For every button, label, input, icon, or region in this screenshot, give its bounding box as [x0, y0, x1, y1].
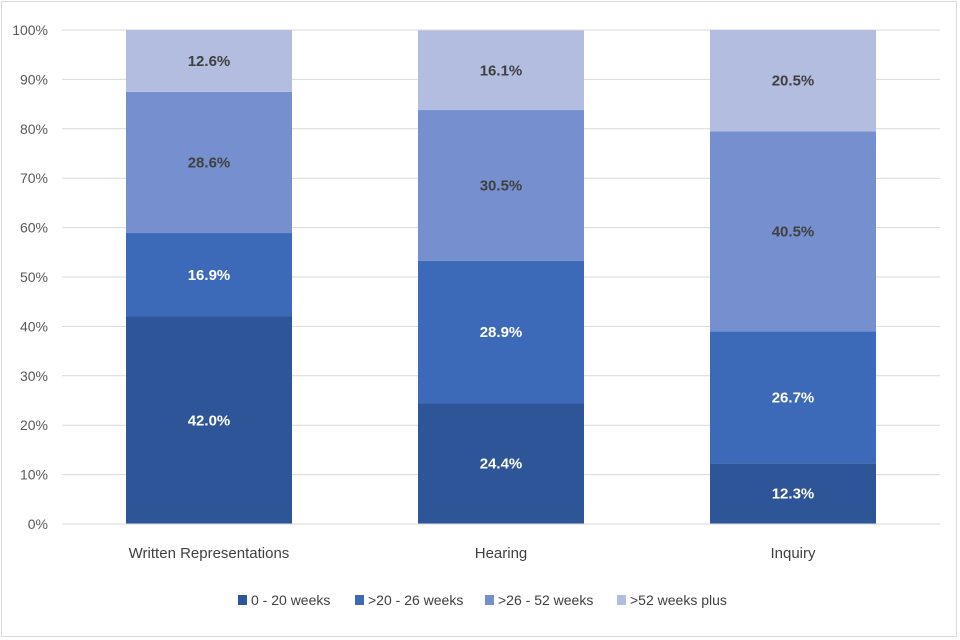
legend-swatch — [617, 595, 626, 605]
legend-swatch — [355, 595, 364, 605]
legend-swatch — [485, 595, 494, 605]
bar-segment — [126, 316, 292, 524]
x-category-label: Inquiry — [770, 545, 816, 562]
y-tick-label: 80% — [20, 121, 48, 137]
legend-label: >26 - 52 weeks — [498, 592, 593, 608]
data-label: 26.7% — [772, 389, 815, 406]
y-tick-label: 100% — [12, 22, 48, 38]
bar-segment — [418, 403, 584, 524]
y-tick-label: 50% — [20, 269, 48, 285]
y-tick-label: 0% — [28, 516, 48, 532]
y-tick-label: 70% — [20, 170, 48, 186]
y-tick-label: 90% — [20, 71, 48, 87]
bar-segment — [710, 131, 876, 332]
y-tick-label: 20% — [20, 417, 48, 433]
legend-label: 0 - 20 weeks — [251, 592, 330, 608]
y-tick-label: 40% — [20, 318, 48, 334]
x-category-label: Hearing — [475, 545, 528, 562]
bar-segment — [126, 30, 292, 92]
data-label: 20.5% — [772, 73, 815, 90]
bar-segment — [418, 30, 584, 111]
bar-segment — [418, 260, 584, 404]
y-tick-label: 60% — [20, 220, 48, 236]
data-label: 28.9% — [480, 324, 523, 341]
x-axis-categories: Written Representations Hearing Inquiry — [62, 523, 940, 562]
data-label: 24.4% — [480, 456, 523, 473]
data-label: 42.0% — [188, 412, 231, 429]
bar-segment — [710, 30, 876, 132]
data-label: 30.5% — [480, 177, 523, 194]
bar-segment — [710, 331, 876, 464]
x-category-label: Written Representations — [129, 545, 290, 562]
data-label: 16.1% — [480, 62, 523, 79]
data-label: 28.6% — [188, 154, 231, 171]
bar-segment — [126, 233, 292, 317]
y-tick-label: 30% — [20, 368, 48, 384]
data-label: 12.3% — [772, 486, 815, 503]
bar-segment — [710, 463, 876, 524]
y-axis-ticks: 0% 10% 20% 30% 40% 50% 60% 70% 80% 90% 100% — [12, 22, 48, 532]
bars — [126, 30, 876, 524]
data-labels: 42.0% 16.9% 28.6% 12.6% 24.4% 28.9% 30.5% 16.1%… — [188, 53, 815, 503]
legend-label: >20 - 26 weeks — [368, 592, 463, 608]
y-tick-label: 10% — [20, 467, 48, 483]
data-label: 12.6% — [188, 53, 231, 70]
data-label: 40.5% — [772, 223, 815, 240]
legend: 0 - 20 weeks >20 - 26 weeks >26 - 52 weeks… — [238, 592, 727, 608]
legend-label: >52 weeks plus — [630, 592, 727, 608]
legend-swatch — [238, 595, 247, 605]
data-label: 16.9% — [188, 267, 231, 284]
bar-segment — [126, 91, 292, 234]
bar-segment — [418, 110, 584, 261]
